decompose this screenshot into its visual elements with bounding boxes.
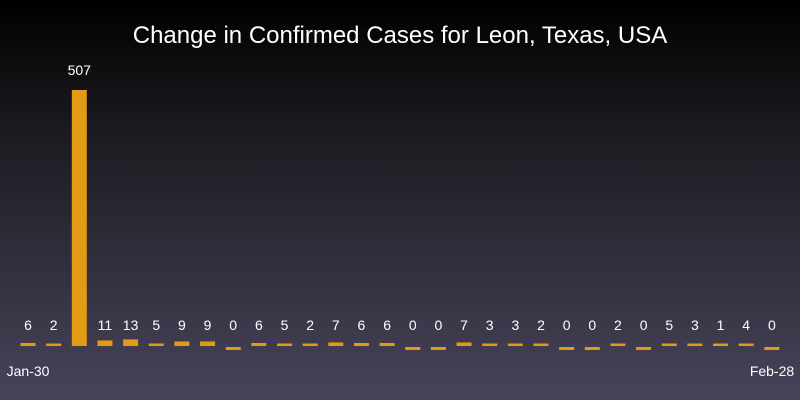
value-label-0: 6 [24, 317, 32, 333]
value-label-25: 5 [665, 317, 673, 333]
bar-2 [71, 90, 87, 346]
value-label-1: 2 [50, 317, 58, 333]
bar-27 [713, 343, 729, 346]
value-label-18: 3 [486, 317, 494, 333]
value-label-15: 0 [409, 317, 417, 333]
value-label-9: 6 [255, 317, 263, 333]
value-label-6: 9 [178, 317, 186, 333]
bar-10 [277, 343, 292, 346]
bar-16 [430, 347, 446, 350]
value-label-16: 0 [435, 317, 443, 333]
value-label-21: 0 [563, 317, 571, 333]
value-label-24: 0 [640, 317, 648, 333]
value-label-20: 2 [537, 317, 545, 333]
bar-25 [661, 343, 677, 346]
bar-20 [533, 343, 549, 346]
bar-3 [97, 340, 113, 346]
bar-21 [559, 347, 575, 350]
value-label-4: 13 [123, 317, 139, 333]
bar-8 [225, 347, 241, 350]
value-labels-group: 6 2 507 11 13 5 9 9 0 6 5 2 7 6 6 0 0 7 3 3 2 0 0 2 0 5 3 1 4 0 [24, 62, 776, 333]
bar-5 [148, 343, 164, 346]
value-label-13: 6 [358, 317, 366, 333]
bar-28 [738, 343, 754, 346]
value-label-7: 9 [204, 317, 212, 333]
bar-18 [482, 343, 498, 346]
value-label-12: 7 [332, 317, 340, 333]
chart-title: Change in Confirmed Cases for Leon, Texa… [133, 22, 668, 49]
value-label-8: 0 [229, 317, 237, 333]
bar-17 [456, 342, 472, 346]
value-label-3: 11 [98, 317, 113, 333]
bar-13 [353, 342, 369, 346]
value-label-29: 0 [768, 317, 776, 333]
bar-29 [764, 347, 780, 350]
bar-9 [251, 342, 267, 346]
bar-14 [379, 342, 395, 346]
value-label-19: 3 [511, 317, 519, 333]
x-axis-ticks: Jan-30 Feb-28 [7, 363, 795, 379]
value-label-11: 2 [306, 317, 314, 333]
value-label-28: 4 [742, 317, 750, 333]
bar-15 [405, 347, 421, 350]
value-label-27: 1 [717, 317, 725, 333]
bar-7 [200, 341, 216, 346]
value-label-2: 507 [68, 62, 92, 78]
bar-11 [302, 343, 318, 346]
bar-4 [123, 339, 139, 346]
x-tick-label-last: Feb-28 [750, 363, 795, 379]
bar-6 [174, 341, 190, 346]
value-label-5: 5 [152, 317, 160, 333]
bar-26 [687, 343, 703, 346]
bar-1 [46, 343, 62, 346]
value-label-10: 5 [281, 317, 289, 333]
bar-23 [610, 343, 626, 346]
value-label-26: 3 [691, 317, 699, 333]
bar-22 [584, 347, 600, 350]
bar-12 [328, 342, 344, 346]
value-label-17: 7 [460, 317, 468, 333]
bars-group [20, 90, 780, 350]
bar-24 [636, 347, 652, 350]
bar-19 [507, 343, 523, 346]
x-tick-label-first: Jan-30 [7, 363, 50, 379]
value-label-14: 6 [383, 317, 391, 333]
bar-0 [20, 342, 36, 346]
value-label-22: 0 [588, 317, 596, 333]
value-label-23: 2 [614, 317, 622, 333]
